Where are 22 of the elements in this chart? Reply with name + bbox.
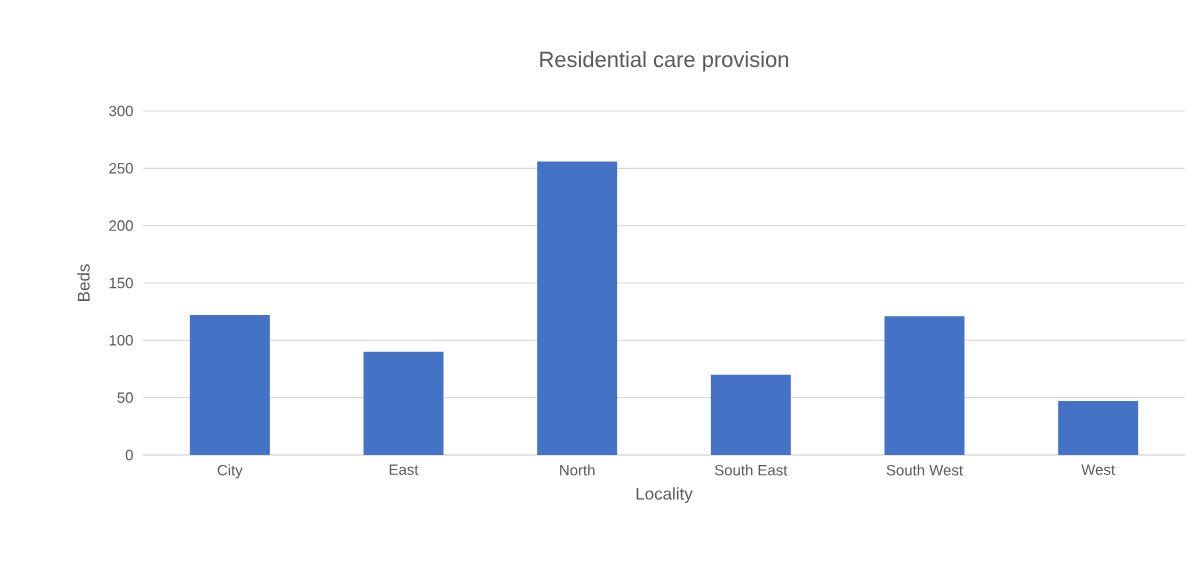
bar [189, 315, 270, 455]
x-tick-label: East [389, 464, 419, 475]
x-tick-label: North [560, 464, 595, 476]
bar [884, 316, 965, 455]
bar [710, 374, 791, 455]
x-axis-title: Locality [636, 487, 693, 504]
x-tick-label: South East [714, 464, 788, 476]
y-tick-label: 0 [125, 449, 133, 461]
y-tick-label: 300 [109, 105, 133, 117]
y-tick-label: 150 [109, 277, 133, 289]
y-axis-title: Beds [77, 264, 90, 301]
y-tick-label: 50 [117, 392, 133, 403]
x-tick-label: South West [886, 464, 963, 476]
bar [1058, 401, 1139, 455]
y-tick-label: 200 [109, 220, 133, 231]
y-tick-label: 250 [109, 163, 133, 174]
x-tick-label: West [1081, 464, 1115, 475]
x-tick-label: City [217, 464, 243, 479]
bar [537, 161, 618, 455]
chart-title: Residential care provision [540, 51, 788, 72]
bar [363, 351, 444, 455]
y-tick-label: 100 [109, 335, 133, 346]
